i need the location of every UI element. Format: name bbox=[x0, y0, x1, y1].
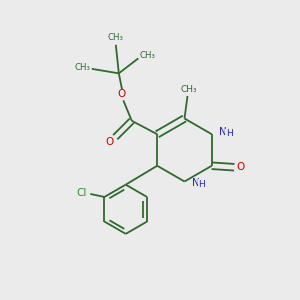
Text: CH₃: CH₃ bbox=[181, 85, 197, 94]
Text: N: N bbox=[192, 178, 200, 188]
Text: O: O bbox=[237, 162, 245, 172]
Text: CH₃: CH₃ bbox=[108, 33, 124, 42]
Text: CH₃: CH₃ bbox=[139, 51, 155, 60]
Text: H: H bbox=[226, 129, 232, 138]
Text: CH₃: CH₃ bbox=[75, 63, 91, 72]
Text: Cl: Cl bbox=[77, 188, 87, 198]
Text: O: O bbox=[106, 137, 114, 147]
Text: O: O bbox=[118, 89, 126, 99]
Text: N: N bbox=[219, 128, 227, 137]
Text: H: H bbox=[198, 180, 205, 189]
